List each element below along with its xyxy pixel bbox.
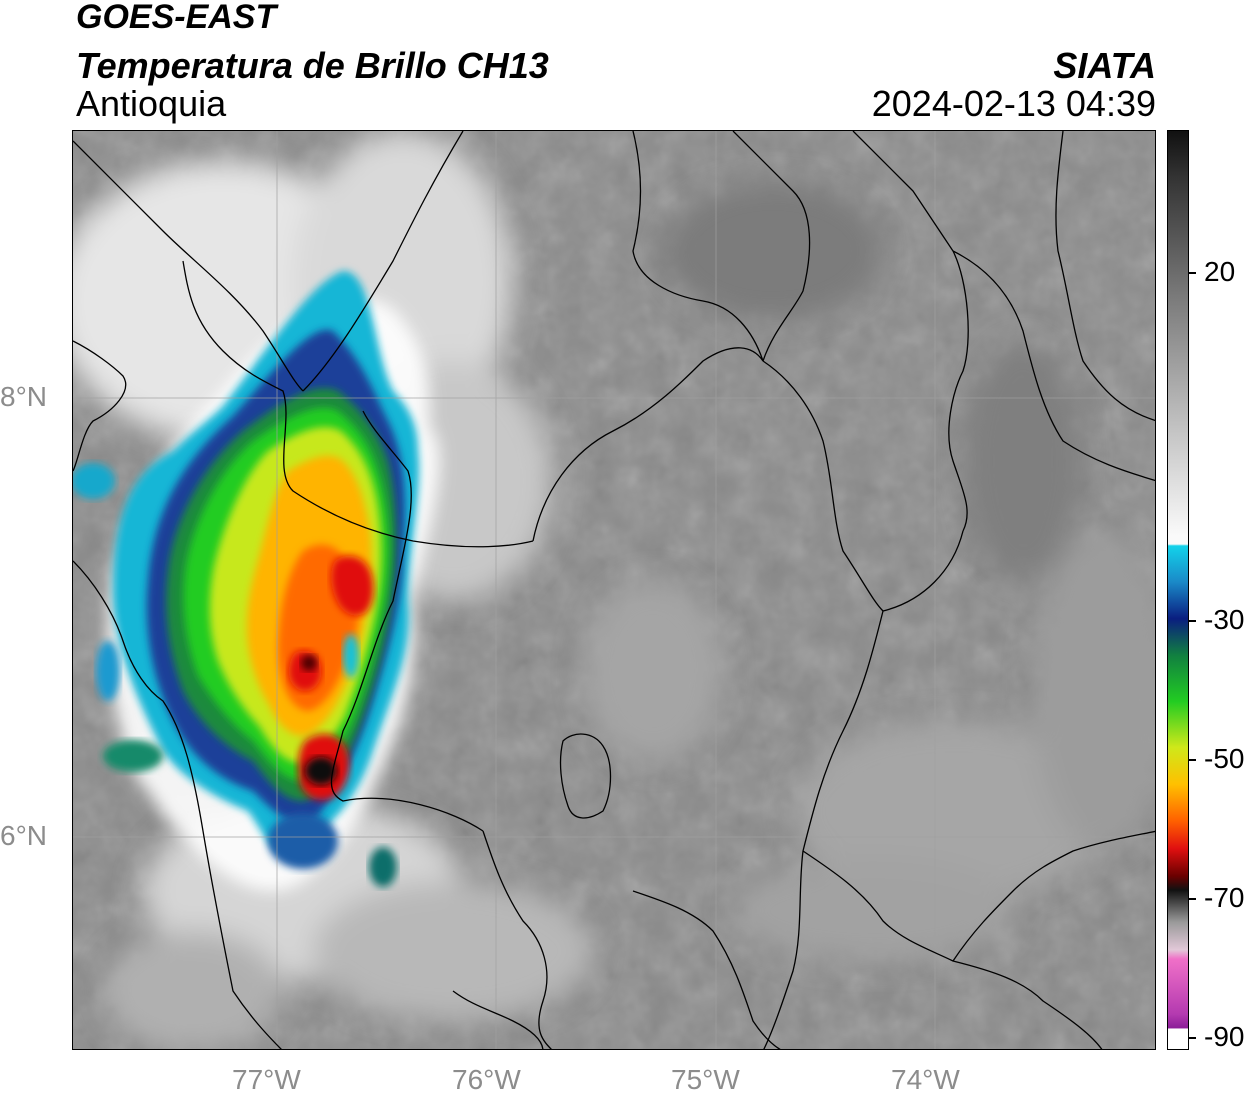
lat-tick-8n: 8°N	[0, 381, 47, 412]
colorbar-label-minus70: -70	[1204, 882, 1245, 913]
convective-system	[73, 271, 440, 891]
colorbar-tick	[1189, 1037, 1196, 1039]
colorbar-label-minus30: -30	[1204, 604, 1245, 635]
colorbar-tick	[1189, 620, 1196, 622]
region-label: Antioquia	[76, 83, 227, 124]
organization-label: SIATA	[1053, 45, 1156, 86]
colorbar-label-minus50: -50	[1204, 743, 1245, 774]
colorbar-tick	[1189, 272, 1196, 274]
satellite-map[interactable]	[72, 130, 1156, 1050]
warm-clouds	[73, 131, 1155, 1049]
map-canvas	[73, 131, 1155, 1049]
satellite-title: GOES-EAST	[76, 0, 277, 36]
lon-tick-75w: 75°W	[671, 1064, 740, 1095]
colorbar	[1167, 130, 1189, 1050]
lat-tick-6n: 6°N	[0, 820, 47, 851]
colorbar-label-20: 20	[1204, 256, 1236, 287]
colorbar-label-minus90: -90	[1204, 1021, 1245, 1052]
lon-tick-77w: 77°W	[232, 1064, 301, 1095]
lon-tick-76w: 76°W	[452, 1064, 521, 1095]
colorbar-tick	[1189, 898, 1196, 900]
product-title: Temperatura de Brillo CH13	[76, 45, 549, 86]
boundaries	[73, 131, 1155, 1049]
graticule	[73, 131, 1155, 1049]
colorbar-gradient	[1168, 131, 1188, 1049]
timestamp-label: 2024-02-13 04:39	[871, 83, 1156, 124]
colorbar-tick	[1189, 759, 1196, 761]
lon-tick-74w: 74°W	[891, 1064, 960, 1095]
